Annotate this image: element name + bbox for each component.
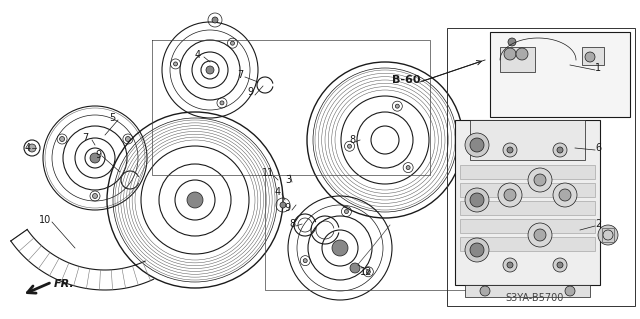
Circle shape bbox=[125, 137, 131, 142]
Text: 9: 9 bbox=[284, 203, 290, 213]
Circle shape bbox=[396, 104, 399, 108]
Circle shape bbox=[187, 192, 203, 208]
Circle shape bbox=[220, 101, 224, 105]
Circle shape bbox=[366, 270, 371, 274]
Circle shape bbox=[508, 38, 516, 46]
Circle shape bbox=[406, 166, 410, 170]
Circle shape bbox=[534, 229, 546, 241]
Text: FR.: FR. bbox=[54, 279, 75, 289]
Text: 5: 5 bbox=[109, 113, 115, 123]
Circle shape bbox=[470, 138, 484, 152]
Circle shape bbox=[480, 286, 490, 296]
Text: 9: 9 bbox=[95, 150, 101, 160]
Text: 4: 4 bbox=[25, 143, 31, 153]
Circle shape bbox=[465, 188, 489, 212]
Circle shape bbox=[598, 225, 618, 245]
Circle shape bbox=[534, 174, 546, 186]
Circle shape bbox=[230, 41, 234, 45]
Circle shape bbox=[332, 240, 348, 256]
Bar bbox=[460, 219, 595, 233]
Circle shape bbox=[557, 262, 563, 268]
Circle shape bbox=[504, 189, 516, 201]
Bar bbox=[500, 47, 535, 72]
Bar bbox=[455, 120, 600, 285]
Circle shape bbox=[344, 210, 348, 213]
Bar bbox=[490, 32, 630, 117]
Bar bbox=[447, 28, 635, 306]
Circle shape bbox=[465, 238, 489, 262]
Bar bbox=[582, 47, 604, 65]
Text: 6: 6 bbox=[595, 143, 601, 153]
Circle shape bbox=[348, 144, 351, 148]
Circle shape bbox=[303, 259, 307, 263]
Text: 7: 7 bbox=[237, 70, 243, 80]
Circle shape bbox=[528, 223, 552, 247]
Circle shape bbox=[503, 258, 517, 272]
Text: 4: 4 bbox=[195, 50, 201, 60]
Circle shape bbox=[350, 263, 360, 273]
Bar bbox=[460, 237, 595, 251]
Text: 3: 3 bbox=[285, 175, 291, 185]
Text: 8: 8 bbox=[349, 135, 355, 145]
Text: 12: 12 bbox=[360, 267, 372, 277]
Circle shape bbox=[280, 202, 286, 208]
Circle shape bbox=[498, 183, 522, 207]
Circle shape bbox=[212, 17, 218, 23]
Circle shape bbox=[173, 62, 177, 66]
Circle shape bbox=[206, 66, 214, 74]
Circle shape bbox=[28, 144, 36, 152]
Circle shape bbox=[470, 193, 484, 207]
Circle shape bbox=[90, 153, 100, 163]
Text: S3YA-B5700: S3YA-B5700 bbox=[506, 293, 564, 303]
Text: 4: 4 bbox=[275, 187, 281, 197]
Circle shape bbox=[559, 189, 571, 201]
Bar bbox=[460, 183, 595, 197]
Circle shape bbox=[465, 133, 489, 157]
Circle shape bbox=[516, 48, 528, 60]
Circle shape bbox=[557, 147, 563, 153]
Circle shape bbox=[553, 258, 567, 272]
Bar bbox=[460, 165, 595, 179]
Circle shape bbox=[507, 147, 513, 153]
Text: 1: 1 bbox=[595, 63, 601, 73]
Circle shape bbox=[507, 262, 513, 268]
Bar bbox=[465, 285, 590, 297]
Text: 8: 8 bbox=[289, 219, 295, 229]
Bar bbox=[602, 228, 614, 242]
Circle shape bbox=[565, 286, 575, 296]
Circle shape bbox=[553, 143, 567, 157]
Text: 2: 2 bbox=[595, 219, 601, 229]
Circle shape bbox=[470, 243, 484, 257]
Text: 11: 11 bbox=[262, 168, 274, 178]
Circle shape bbox=[585, 52, 595, 62]
Text: 9: 9 bbox=[247, 87, 253, 97]
Bar bbox=[470, 120, 585, 160]
Text: B-60: B-60 bbox=[392, 75, 420, 85]
Circle shape bbox=[60, 137, 65, 142]
Text: 7: 7 bbox=[82, 133, 88, 143]
Text: 10: 10 bbox=[39, 215, 51, 225]
Circle shape bbox=[93, 194, 97, 198]
Circle shape bbox=[503, 143, 517, 157]
Circle shape bbox=[553, 183, 577, 207]
Bar bbox=[460, 201, 595, 215]
Circle shape bbox=[504, 48, 516, 60]
Circle shape bbox=[528, 168, 552, 192]
